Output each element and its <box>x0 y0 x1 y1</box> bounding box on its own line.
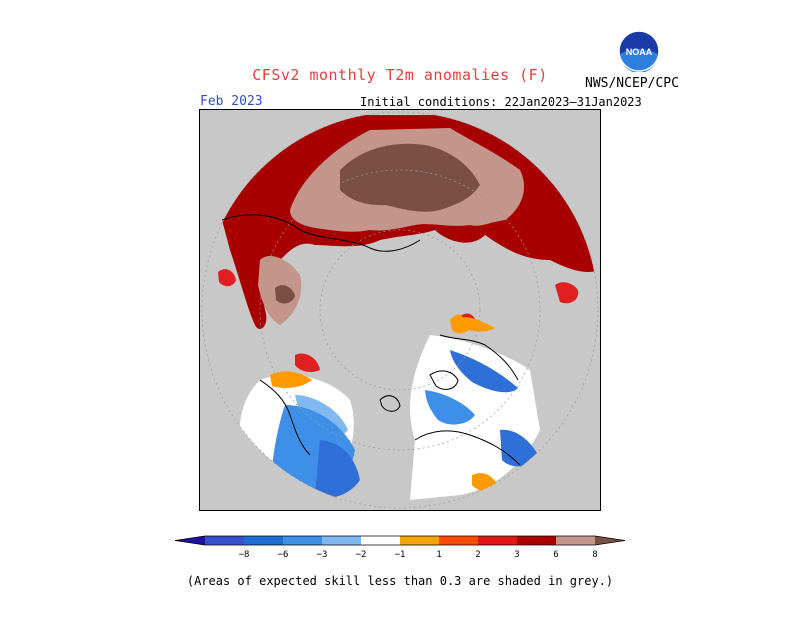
colorbar-tick-label: −2 <box>356 550 367 560</box>
anomaly-region-mid-blue-core <box>315 440 360 498</box>
map-panel <box>199 109 601 511</box>
forecast-month: Feb 2023 <box>200 94 263 109</box>
color-scale-bar: −8 −6 −3 −2 −1 1 2 3 6 8 <box>174 535 626 560</box>
colorbar-tick-label: 6 <box>553 550 558 560</box>
anomaly-region-orange-norway <box>270 371 312 388</box>
colorbar-tick-label: 1 <box>436 550 441 560</box>
colorbar-tick-label: 3 <box>514 550 519 560</box>
colorbar-swatch <box>439 536 478 545</box>
anomaly-region-blue-alaska <box>450 350 518 393</box>
colorbar-tick-label: −3 <box>317 550 328 560</box>
noaa-logo-text: NOAA <box>626 47 653 57</box>
colorbar-swatch <box>322 536 361 545</box>
anomaly-region-red-west <box>218 269 236 287</box>
anomaly-region-red-east <box>555 282 579 304</box>
anomaly-region-red-norway <box>295 353 320 373</box>
colorbar-frame <box>174 535 626 546</box>
anomaly-region-orange-arctic <box>455 317 495 332</box>
noaa-logo: NOAA <box>618 30 660 72</box>
colorbar-tick-label: 8 <box>592 550 597 560</box>
colorbar-tick-label: 2 <box>475 550 480 560</box>
polar-map <box>200 110 600 510</box>
anomaly-region-blue-hudson <box>425 390 475 425</box>
colorbar-swatch <box>478 536 517 545</box>
colorbar-swatch <box>556 536 595 545</box>
coastlines <box>221 214 521 466</box>
colorbar-low-arrow <box>175 536 205 545</box>
colorbar-swatch <box>244 536 283 545</box>
anomaly-region-blue-labrador <box>500 429 538 467</box>
colorbar-swatch <box>205 536 244 545</box>
colorbar-swatch <box>283 536 322 545</box>
colorbar-tick-label: −8 <box>239 550 250 560</box>
latitude-circles <box>201 111 599 509</box>
colorbar-swatch <box>517 536 556 545</box>
initial-conditions: Initial conditions: 22Jan2023–31Jan2023 <box>360 95 642 109</box>
anomaly-region-dark-brown <box>340 143 480 212</box>
colorbar-tick-label: −6 <box>278 550 289 560</box>
colorbar-high-arrow <box>595 536 625 545</box>
agency-label: NWS/NCEP/CPC <box>585 76 679 91</box>
skill-footnote: (Areas of expected skill less than 0.3 a… <box>186 574 614 588</box>
anomaly-region-dark-brown-small <box>275 285 295 304</box>
page-title: CFSv2 monthly T2m anomalies (F) <box>252 66 548 84</box>
colorbar-tick-label: −1 <box>395 550 406 560</box>
colorbar-swatch <box>361 536 400 545</box>
colorbar-swatch <box>400 536 439 545</box>
